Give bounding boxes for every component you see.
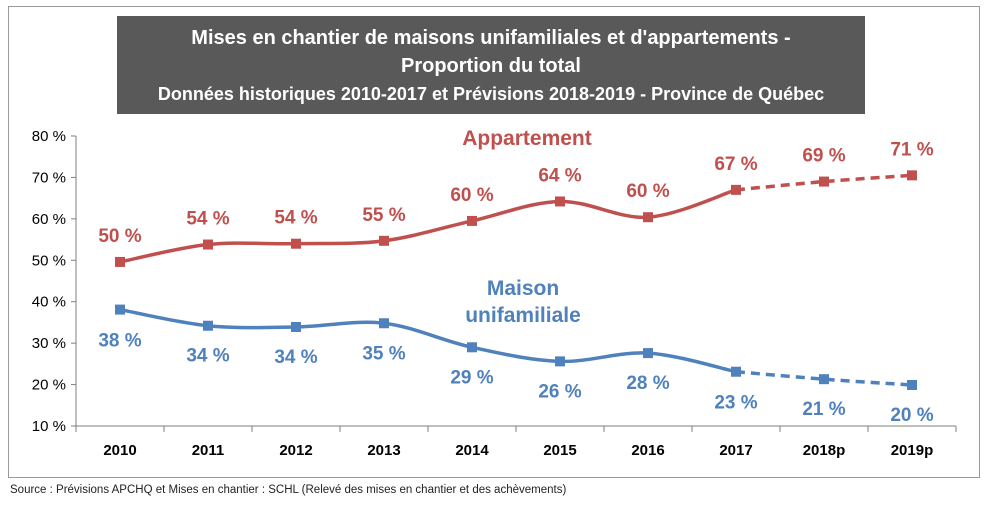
x-tick-label: 2013: [367, 442, 400, 459]
data-point-marker: [291, 321, 301, 332]
data-point-marker: [115, 304, 125, 315]
chart-title-line2: Proportion du total: [401, 55, 581, 77]
x-tick-label: 2012: [279, 442, 312, 459]
y-tick-label: 30 %: [32, 335, 66, 352]
data-label: 21 %: [802, 399, 845, 420]
y-tick-label: 70 %: [32, 169, 66, 186]
data-label: 28 %: [626, 373, 669, 394]
data-point-marker: [819, 374, 829, 385]
data-point-marker: [819, 176, 829, 187]
y-tick-label: 20 %: [32, 377, 66, 394]
series-line-1: [119, 307, 737, 374]
x-tick-label: 2019p: [891, 442, 934, 459]
data-label: 23 %: [714, 393, 757, 414]
data-point-marker: [731, 184, 741, 195]
data-label: 71 %: [890, 139, 933, 160]
data-point-marker: [379, 318, 389, 329]
x-tick-label: 2016: [631, 442, 664, 459]
data-label: 29 %: [450, 367, 493, 388]
series-line-0: [119, 188, 737, 264]
data-label: 60 %: [450, 185, 493, 206]
data-label: 20 %: [890, 405, 933, 426]
series-forecast-line-1: [735, 369, 913, 387]
data-point-marker: [115, 256, 125, 267]
data-label: 34 %: [186, 346, 229, 367]
x-tick-label: 2014: [455, 442, 489, 459]
series-name-label-maison: unifamiliale: [465, 304, 581, 327]
data-point-marker: [291, 238, 301, 249]
data-label: 35 %: [362, 343, 405, 364]
y-tick-label: 50 %: [32, 252, 66, 269]
source-note: Source : Prévisions APCHQ et Mises en ch…: [10, 484, 567, 496]
data-point-marker: [555, 196, 565, 207]
data-point-marker: [907, 379, 917, 390]
chart-subtitle: Données historiques 2010-2017 et Prévisi…: [157, 84, 825, 104]
data-label: 34 %: [274, 347, 317, 368]
series-forecast-line-0: [735, 173, 913, 192]
data-point-marker: [467, 342, 477, 353]
data-label: 67 %: [714, 154, 757, 175]
data-point-marker: [467, 215, 477, 226]
data-point-marker: [203, 320, 213, 331]
x-tick-label: 2017: [719, 442, 752, 459]
data-label: 26 %: [538, 381, 581, 402]
y-tick-label: 40 %: [32, 294, 66, 311]
chart-title-line1: Mises en chantier de maisons unifamilial…: [191, 27, 791, 49]
y-tick-label: 10 %: [32, 418, 66, 435]
data-label: 69 %: [802, 146, 845, 167]
series-name-label-maison: Maison: [487, 277, 559, 300]
data-label: 60 %: [626, 181, 669, 202]
data-point-marker: [731, 366, 741, 377]
data-point-marker: [907, 170, 917, 181]
y-tick-label: 80 %: [32, 128, 66, 145]
x-tick-label: 2011: [192, 442, 225, 459]
series-name-label-appartement: Appartement: [462, 127, 592, 150]
chart-title-box: Mises en chantier de maisons unifamilial…: [117, 16, 865, 114]
data-label: 38 %: [98, 331, 141, 352]
y-tick-label: 60 %: [32, 211, 66, 228]
data-point-marker: [555, 356, 565, 367]
x-tick-label: 2015: [543, 442, 576, 459]
data-label: 54 %: [274, 208, 317, 229]
data-point-marker: [643, 348, 653, 359]
x-tick-label: 2018p: [803, 442, 846, 459]
data-label: 54 %: [186, 209, 229, 230]
data-point-marker: [379, 235, 389, 246]
x-tick-label: 2010: [103, 442, 136, 459]
data-point-marker: [203, 239, 213, 250]
data-label: 64 %: [538, 165, 581, 186]
data-label: 50 %: [98, 226, 141, 247]
data-point-marker: [643, 212, 653, 223]
data-label: 55 %: [362, 205, 405, 226]
